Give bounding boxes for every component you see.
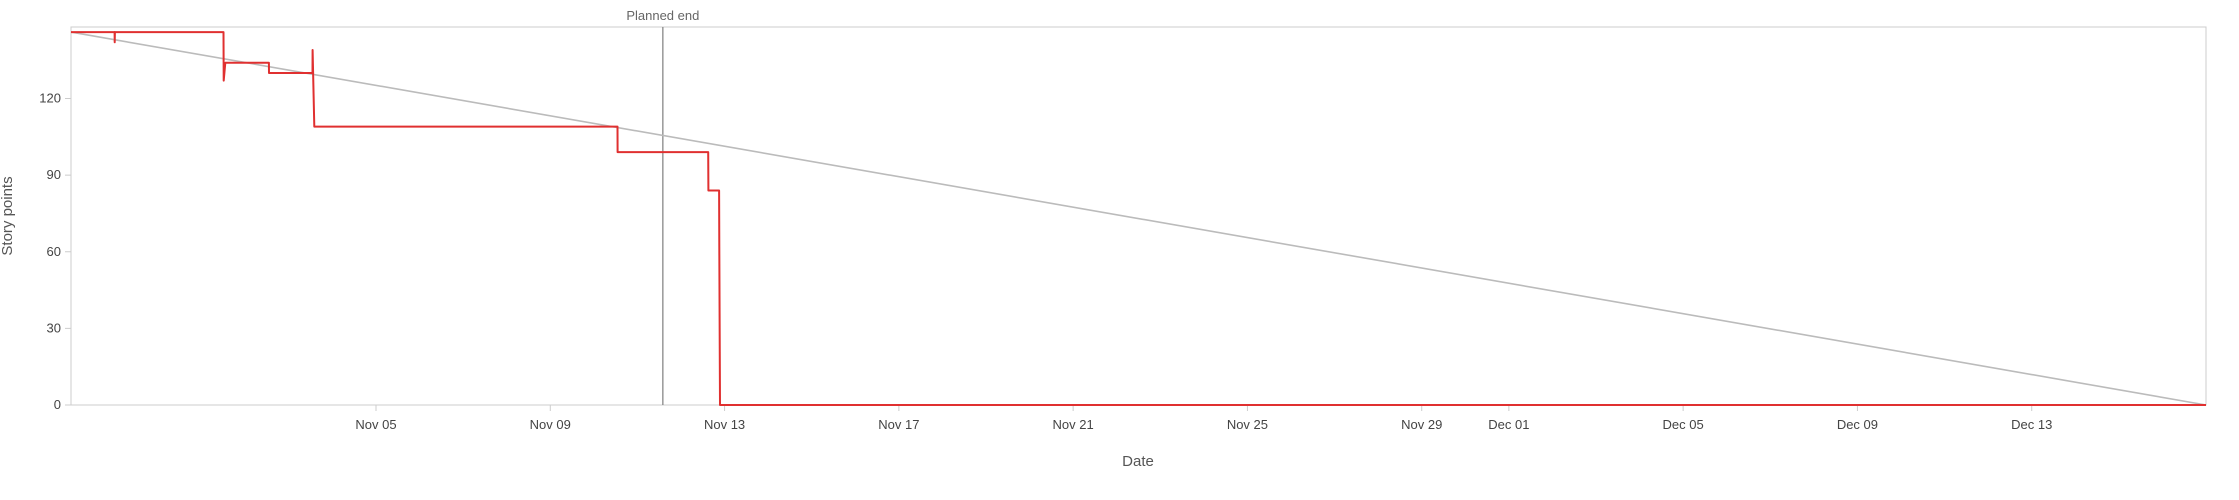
- y-tick-label: 60: [47, 244, 61, 259]
- y-axis-title: Story points: [0, 176, 16, 255]
- x-tick-label: Dec 05: [1663, 417, 1704, 432]
- x-tick-label: Nov 17: [878, 417, 919, 432]
- planned-end-label: Planned end: [626, 8, 699, 23]
- ideal-line: [70, 31, 2207, 406]
- x-tick-label: Nov 13: [704, 417, 745, 432]
- actual-line: [71, 31, 2206, 406]
- x-axis-title: Date: [1122, 453, 1154, 470]
- x-axis-ticks: Nov 05 Nov 09 Nov 13 Nov 17 Nov 21 Nov 25 Nov …: [355, 405, 2052, 432]
- x-tick-label: Dec 01: [1488, 417, 1529, 432]
- y-tick-label: 30: [47, 320, 61, 335]
- x-tick-label: Nov 29: [1401, 417, 1442, 432]
- x-tick-label: Nov 05: [355, 417, 396, 432]
- annotations: Planned end: [626, 8, 699, 405]
- x-tick-label: Nov 21: [1053, 417, 1094, 432]
- x-tick-label: Nov 25: [1227, 417, 1268, 432]
- y-tick-label: 120: [39, 91, 61, 106]
- y-axis-ticks: 0 30 60 90 120: [39, 91, 71, 412]
- y-tick-label: 0: [54, 397, 61, 412]
- x-tick-label: Nov 09: [530, 417, 571, 432]
- y-tick-label: 90: [47, 167, 61, 182]
- x-tick-label: Dec 13: [2011, 417, 2052, 432]
- x-tick-label: Dec 09: [1837, 417, 1878, 432]
- series-lines: [70, 31, 2207, 406]
- plot-area: [70, 26, 2207, 406]
